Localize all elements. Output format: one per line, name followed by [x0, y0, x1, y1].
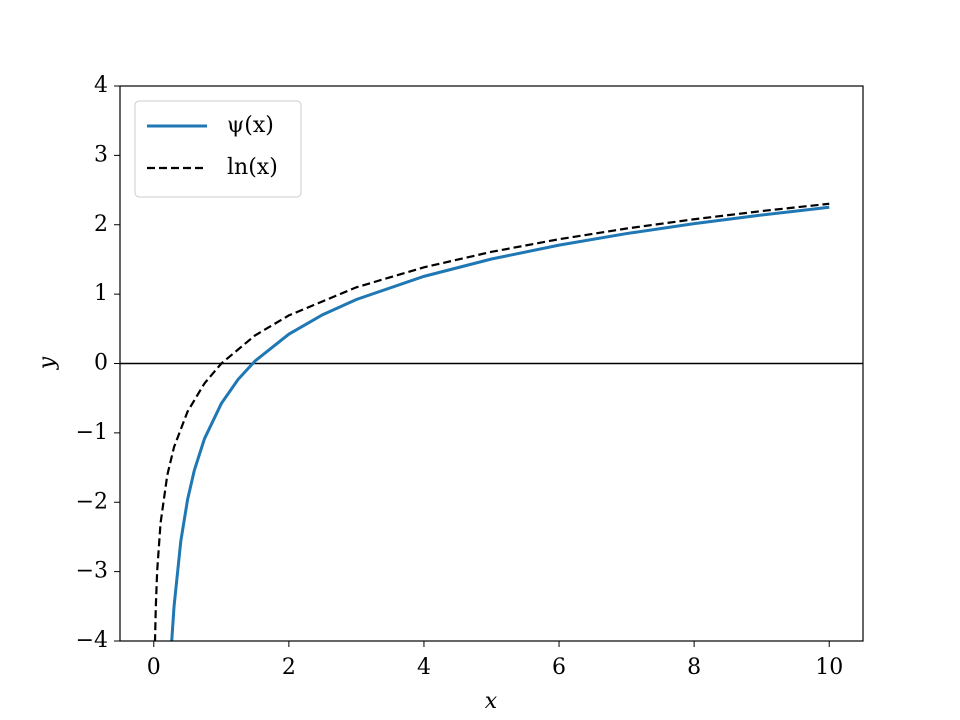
y-tick-label: 2 [94, 212, 108, 237]
y-tick-label: 0 [94, 351, 108, 376]
legend-label: ln(x) [227, 155, 278, 180]
y-tick-label: −4 [76, 628, 108, 653]
x-tick-label: 0 [147, 655, 161, 680]
y-tick-label: −3 [76, 559, 108, 584]
y-tick-label: −2 [76, 489, 108, 514]
series-line [170, 205, 830, 641]
x-tick-label: 6 [552, 655, 566, 680]
legend-box [134, 100, 302, 198]
plot-area [153, 202, 830, 641]
plot-frame [119, 85, 864, 642]
x-tick-label: 10 [815, 655, 843, 680]
y-tick-label: −1 [76, 420, 108, 445]
legend-label: ψ(x) [227, 113, 274, 138]
series-line [153, 202, 830, 641]
x-tick-label: 2 [282, 655, 296, 680]
x-axis-label: x [485, 689, 498, 714]
y-tick-label: 4 [94, 73, 108, 98]
x-tick-label: 8 [687, 655, 701, 680]
y-tick-label: 3 [94, 142, 108, 167]
y-axis-label: y [35, 356, 60, 370]
x-tick-label: 4 [417, 655, 431, 680]
y-tick-label: 1 [94, 281, 108, 306]
